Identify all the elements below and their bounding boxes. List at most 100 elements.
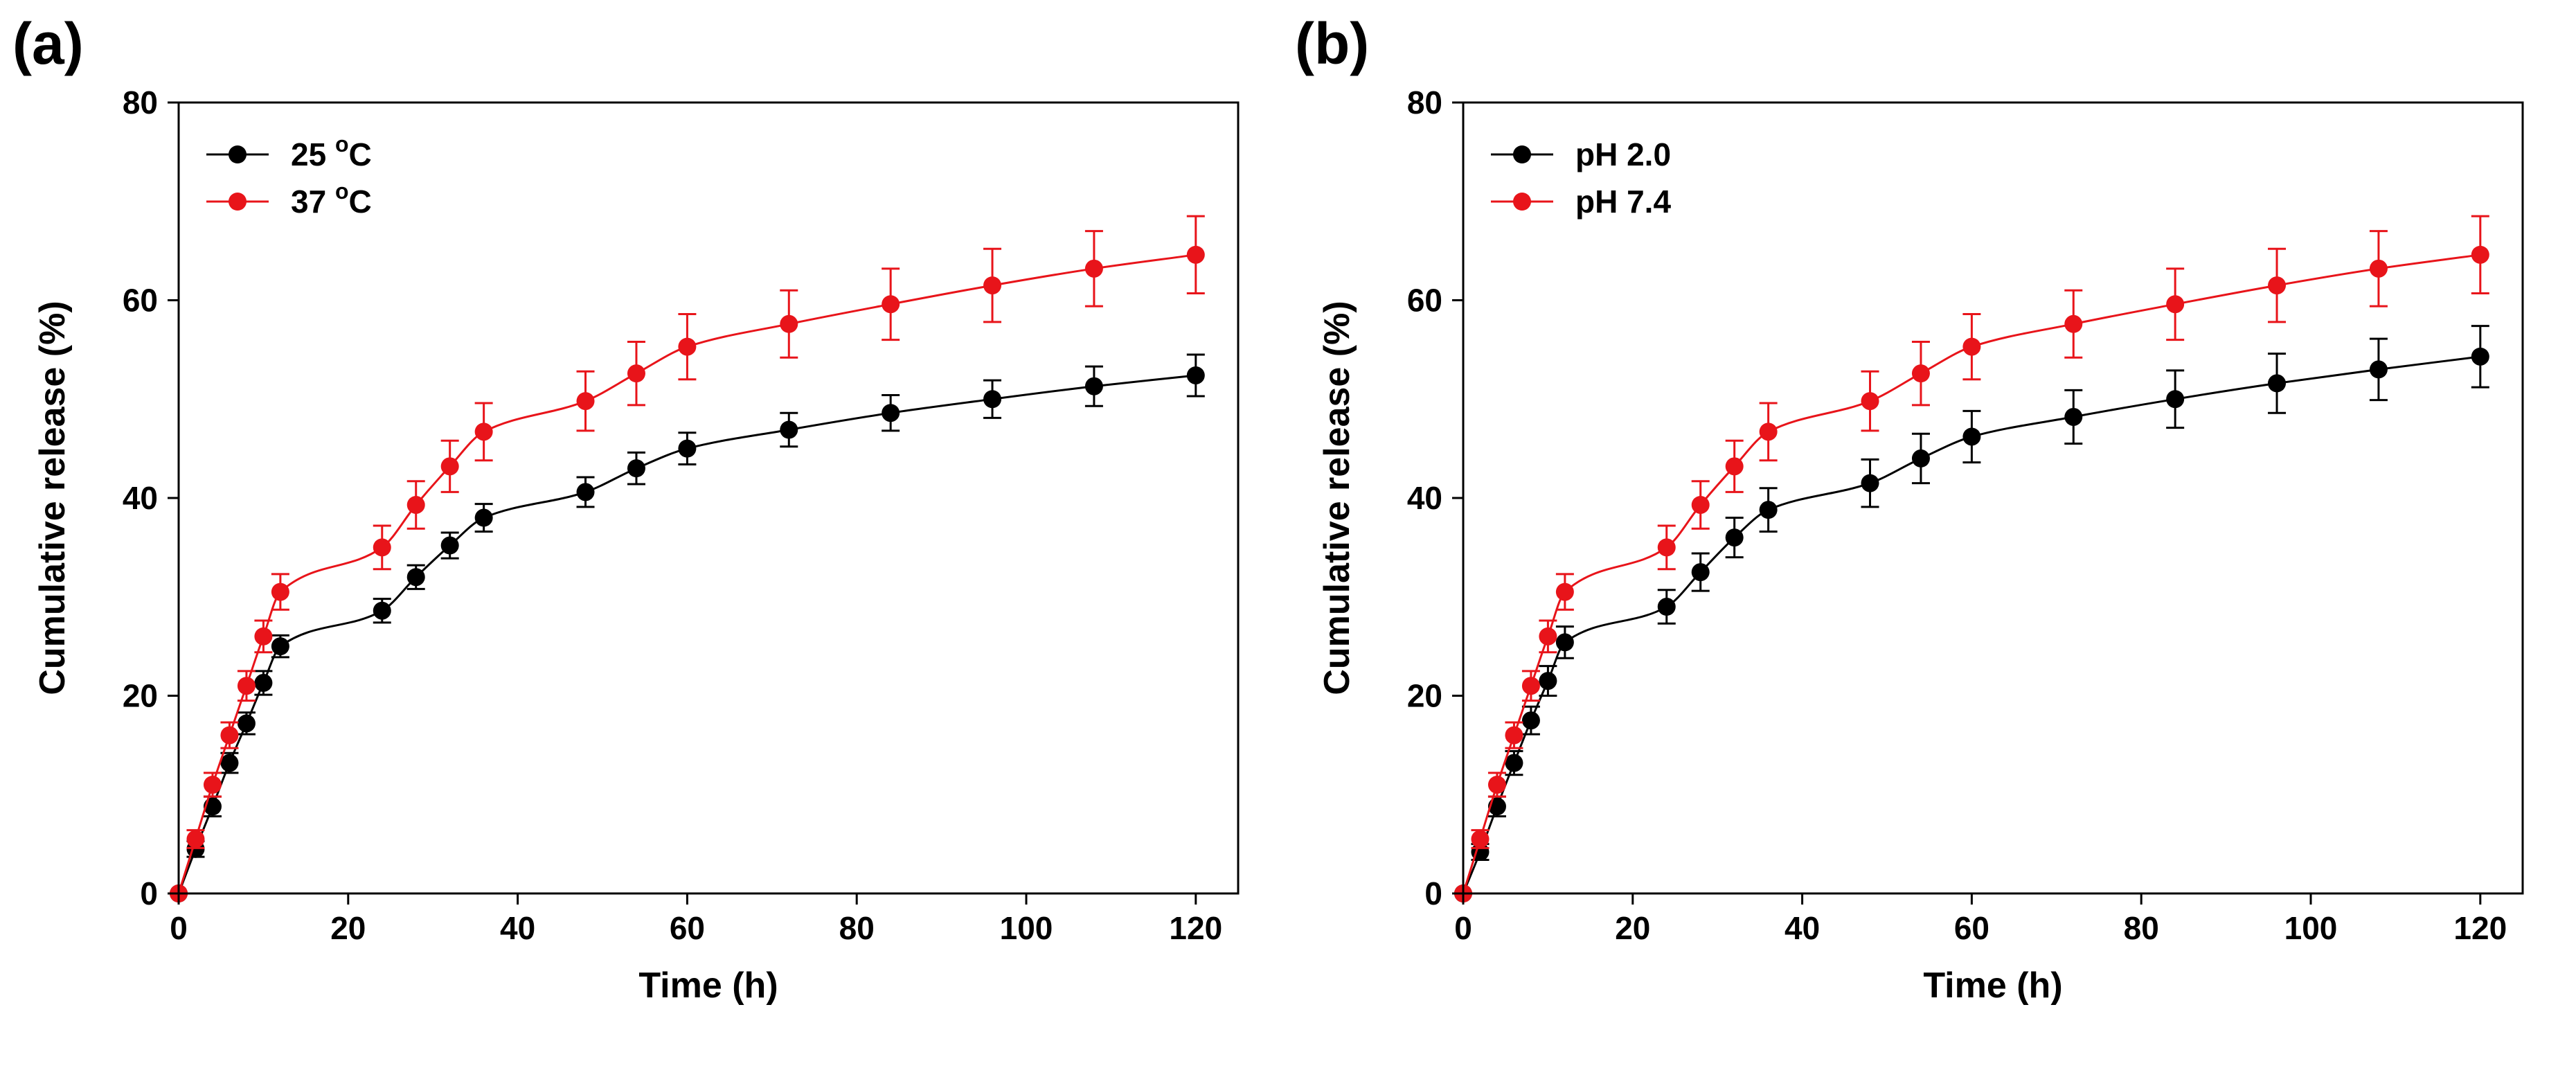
panel-b-y-tick-label-40: 40 [1407, 480, 1442, 516]
panel-b-series-ph-2-0-point [2064, 407, 2083, 426]
panel-b-legend-swatch-marker [1513, 193, 1531, 211]
panel-a-series-37-point [627, 364, 645, 383]
panel-b-series-ph-2-0-point [1691, 563, 1710, 582]
panel-a-series-25-point [254, 673, 273, 692]
panel-a-series-25-point [474, 508, 493, 527]
panel-a-y-tick-label-0: 0 [140, 875, 158, 911]
panel-a-x-tick-label-60: 60 [670, 910, 705, 946]
panel-b-series-ph-7-4-point [1555, 582, 1574, 601]
panel-b-y-tick-label-60: 60 [1407, 283, 1442, 319]
panel-a-series-37-point [1186, 245, 1205, 264]
panel-a-series-25-point [271, 637, 289, 656]
panel-a-series-25-point [882, 404, 900, 422]
panel-a-x-tick-label-80: 80 [839, 910, 875, 946]
panel-a-series-25-point [627, 459, 645, 478]
panel-a-series-25-point [780, 420, 798, 439]
panel-b-label: (b) [1295, 11, 1369, 76]
panel-b-series-ph-7-4-point [2268, 276, 2287, 295]
panel-a-legend-label: 25 oC [291, 132, 372, 172]
panel-a-series-37-point [780, 314, 798, 333]
panel-a-series-25-point [1186, 366, 1205, 384]
panel-b-y-axis-title: Cumulative release (%) [1317, 301, 1357, 695]
panel-a-series-25 [170, 353, 1205, 902]
panel-b-series-ph-7-4-point [1962, 337, 1981, 356]
panel-b-x-tick-label-100: 100 [2284, 910, 2338, 946]
panel-b-x-tick-label-0: 0 [1454, 910, 1472, 946]
panel-b-series-ph-7-4-point [2369, 259, 2388, 278]
panel-b-x-tick-label-40: 40 [1785, 910, 1820, 946]
panel-b-series-ph-2-0-point [2471, 347, 2489, 366]
panel-b-series-ph-2-0-point [2369, 360, 2388, 379]
panel-a-series-25-point [237, 714, 256, 733]
panel-b-legend-label: pH 2.0 [1575, 136, 1671, 172]
panel-a-series-25-point [440, 536, 459, 555]
panel-b-x-tick-label-20: 20 [1615, 910, 1650, 946]
panel-a-series-37-point [406, 495, 425, 514]
panel-b-series-ph-7-4-point [1861, 392, 1879, 411]
panel-b-series-ph-2-0-point [2268, 374, 2287, 393]
panel-b-legend-swatch-marker [1513, 145, 1531, 163]
panel-a-legend-swatch-marker [229, 193, 247, 211]
panel-b-series-ph-7-4-point [1911, 364, 1930, 383]
panel-b-series-ph-2-0-point [1861, 474, 1879, 492]
panel-b-series-ph-2-0-point [1505, 754, 1523, 772]
panel-a-x-tick-label-20: 20 [330, 910, 366, 946]
panel-a-series-25-point [406, 568, 425, 587]
panel-b-series-ph-2-0 [1454, 325, 2489, 902]
panel-b-series-ph-7-4-point [1691, 495, 1710, 514]
panel-a-series-37-point [882, 295, 900, 314]
panel-a-series-25-point [1084, 377, 1103, 395]
panel-b-series-ph-7-4-point [1725, 457, 1744, 476]
panel-b-series-ph-2-0-point [1962, 427, 1981, 446]
panel-a-series-25-point [678, 439, 697, 458]
panel-b: (b) 0 20 40 60 80 100 120 0 20 40 60 80 Time (h) Cu… [1295, 11, 2524, 1006]
panel-a-series-25-point [983, 390, 1002, 409]
panel-a-series-25-point [576, 483, 595, 501]
panel-a: (a) 0 20 40 60 80 100 120 0 20 40 60 80 Time (h) Cu… [12, 11, 1240, 1006]
panel-b-series-ph-2-0-point [2166, 390, 2185, 409]
panel-a-series-37-point [576, 392, 595, 411]
panel-a-x-tick-label-40: 40 [500, 910, 535, 946]
panel-b-series-ph-7-4 [1454, 215, 2489, 902]
panel-a-legend: 25 oC 37 oC [206, 132, 372, 220]
panel-a-legend-label: 37 oC [291, 179, 372, 220]
panel-b-legend: pH 2.0 pH 7.4 [1491, 136, 1671, 220]
panel-b-x-tick-label-120: 120 [2453, 910, 2507, 946]
panel-a-series-37-point [237, 677, 256, 695]
panel-a-y-tick-label-40: 40 [123, 480, 158, 516]
panel-a-plot-frame [177, 101, 1240, 895]
panel-a-series-37 [170, 215, 1205, 902]
panel-a-series-25-point [220, 754, 239, 772]
panel-b-y-tick-label-20: 20 [1407, 678, 1442, 714]
panel-a-series-37-point [474, 422, 493, 441]
panel-a-legend-item-25: 25 oC [206, 132, 372, 172]
panel-a-y-tick-label-60: 60 [123, 283, 158, 319]
panel-a-x-tick-label-120: 120 [1169, 910, 1222, 946]
panel-a-y-tick-label-80: 80 [123, 84, 158, 121]
panel-b-y-tick-label-0: 0 [1424, 875, 1442, 911]
panel-b-series-ph-7-4-point [1759, 422, 1778, 441]
panel-a-series-37-point [373, 538, 391, 557]
panel-a-y-axis-title: Cumulative release (%) [33, 301, 73, 695]
panel-a-series-37-point [203, 775, 222, 794]
panel-b-series-ph-2-0-point [1555, 633, 1574, 652]
panel-b-x-tick-label-80: 80 [2124, 910, 2159, 946]
panel-a-legend-swatch-marker [229, 145, 247, 163]
panel-a-series-37-point [440, 457, 459, 476]
panel-b-series-ph-7-4-point [1471, 830, 1490, 848]
panel-b-series-ph-2-0-point [1521, 711, 1540, 730]
panel-b-series-layer [1454, 215, 2489, 902]
panel-a-x-tick-label-100: 100 [1000, 910, 1053, 946]
panel-a-series-layer [170, 215, 1205, 902]
panel-a-series-37-point [1084, 259, 1103, 278]
panel-b-x-tick-label-60: 60 [1954, 910, 1989, 946]
panel-a-series-37-point [271, 582, 289, 601]
panel-b-series-ph-7-4-point [1539, 627, 1557, 646]
panel-b-plot-frame [1462, 101, 2524, 895]
panel-a-series-37-point [983, 276, 1002, 295]
panel-b-series-ph-2-0-point [1759, 501, 1778, 519]
panel-a-ticks-layer: 0 20 40 60 80 100 120 0 20 40 60 80 [123, 84, 1222, 946]
panel-a-series-25-point [373, 601, 391, 620]
panel-b-series-ph-7-4-point [1521, 677, 1540, 695]
